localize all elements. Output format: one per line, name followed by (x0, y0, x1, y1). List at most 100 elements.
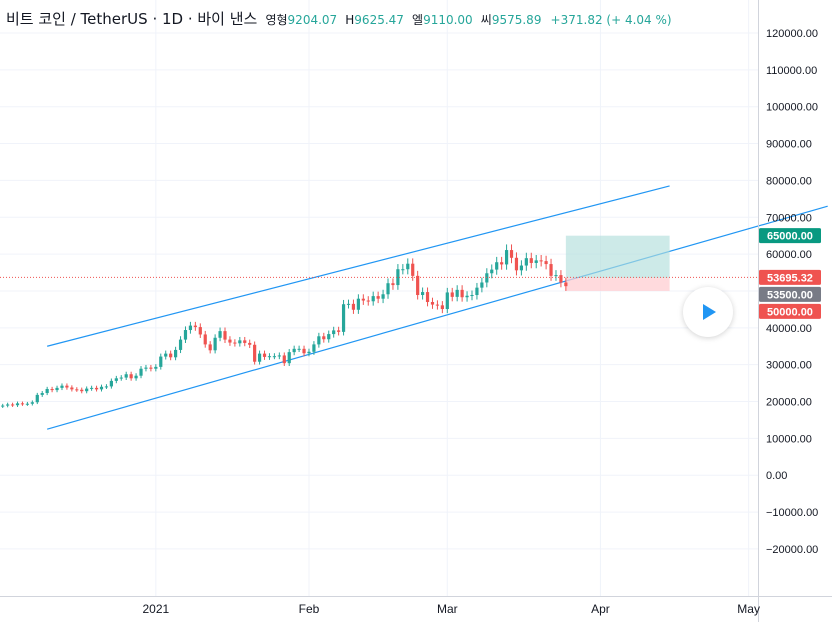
candle-body (15, 403, 20, 406)
close-value: 9575.89 (491, 13, 542, 27)
y-tick-label: 80000.00 (766, 175, 812, 187)
candle-body (327, 334, 331, 340)
candle-body (154, 366, 158, 369)
y-tick-label: 60000.00 (766, 249, 812, 261)
candle-body (238, 340, 242, 344)
candle-body (376, 296, 380, 299)
candle-body (253, 344, 257, 362)
candle-body (55, 387, 59, 391)
candle-body (401, 269, 405, 271)
candle-body (203, 334, 207, 345)
candle-body (104, 386, 109, 388)
x-tick-label: Feb (299, 602, 320, 616)
candle-body (213, 337, 217, 351)
candle-body (524, 258, 528, 266)
candle-body (396, 269, 400, 286)
open-label: 영형 (265, 13, 288, 27)
candle-body (159, 356, 163, 367)
x-tick-label: Apr (591, 602, 610, 616)
candle-body (134, 375, 138, 379)
candle-body (282, 355, 286, 364)
candle-body (183, 330, 188, 340)
x-tick-label: May (737, 602, 760, 616)
candle-body (50, 388, 54, 391)
candle-body (80, 389, 84, 392)
candle-body (361, 298, 365, 301)
candle-body (30, 402, 34, 404)
y-tick-label: 20000.00 (766, 397, 812, 409)
candle-body (174, 349, 178, 358)
candle-body (114, 378, 118, 381)
candle-body (430, 302, 435, 305)
candle-body (554, 275, 558, 277)
high-label: H (345, 13, 355, 27)
target-price-badge (759, 228, 821, 244)
candle-body (94, 387, 99, 390)
candle-body (257, 353, 262, 362)
candle-body (223, 331, 227, 340)
candle-body (322, 336, 326, 340)
stop-price-badge (759, 303, 821, 319)
candle-body (381, 294, 385, 299)
candle-body (262, 353, 267, 357)
close-label: 씨 (480, 13, 492, 27)
candle-body (75, 389, 79, 391)
candle-body (425, 292, 430, 303)
candle-body (529, 258, 533, 263)
candle-body (406, 263, 410, 270)
candle-body (465, 295, 469, 298)
entry-price-label: 53500.00 (767, 289, 813, 301)
y-tick-label: 70000.00 (766, 212, 812, 224)
candle-body (10, 404, 15, 406)
chart-legend: 비트 코인 / TetherUS · 1D · 바이 낸스 영형9204.07 … (6, 8, 672, 30)
candle-body (485, 273, 489, 283)
long-position-tool[interactable] (565, 235, 670, 291)
time-scale[interactable]: 2021 Feb Mar Apr May (142, 602, 759, 616)
y-tick-label: 10000.00 (766, 433, 812, 445)
candle-body (386, 283, 390, 295)
parallel-channel[interactable] (46, 185, 828, 430)
candle-body (346, 303, 351, 305)
candle-body (267, 356, 272, 358)
candle-body (90, 387, 94, 389)
candle-body (20, 403, 25, 405)
candle-body (124, 374, 128, 378)
candle-body (391, 283, 395, 286)
channel-lower-line (46, 205, 828, 430)
x-tick-label: 2021 (142, 602, 169, 616)
current-price-label: 53695.32 (767, 272, 813, 284)
candle-body (445, 292, 449, 310)
candle-body (188, 325, 193, 331)
y-tick-label: −20000.00 (766, 544, 818, 556)
candle-body (332, 330, 336, 335)
price-badges: 65000.00 53695.32 53500.00 50000.00 (759, 228, 821, 319)
candle-body (312, 344, 316, 352)
candle-body (559, 275, 563, 283)
candle-body (6, 404, 10, 406)
candle-body (129, 374, 133, 379)
y-tick-label: 40000.00 (766, 323, 812, 335)
candle-body (475, 287, 479, 296)
channel-upper-line (47, 185, 670, 347)
y-tick-label: 0.00 (766, 470, 787, 482)
profit-zone (565, 235, 670, 279)
candle-body (292, 348, 296, 353)
candle-body (243, 340, 247, 343)
candle-body (85, 388, 89, 392)
candle-body (60, 385, 64, 388)
candle-body (287, 352, 291, 364)
stop-price-label: 50000.00 (767, 306, 813, 318)
low-value: 9110.00 (423, 13, 473, 27)
candle-body (450, 292, 454, 297)
candle-body (549, 264, 553, 276)
candle-body (277, 355, 281, 357)
candle-body (490, 269, 494, 274)
open-value: 9204.07 (287, 13, 338, 27)
entry-price-badge (759, 286, 821, 302)
candle-body (248, 342, 252, 345)
play-replay-button[interactable] (683, 287, 733, 337)
high-value: 9625.47 (354, 13, 404, 27)
symbol-title[interactable]: 비트 코인 / TetherUS · 1D · 바이 낸스 (6, 10, 258, 28)
